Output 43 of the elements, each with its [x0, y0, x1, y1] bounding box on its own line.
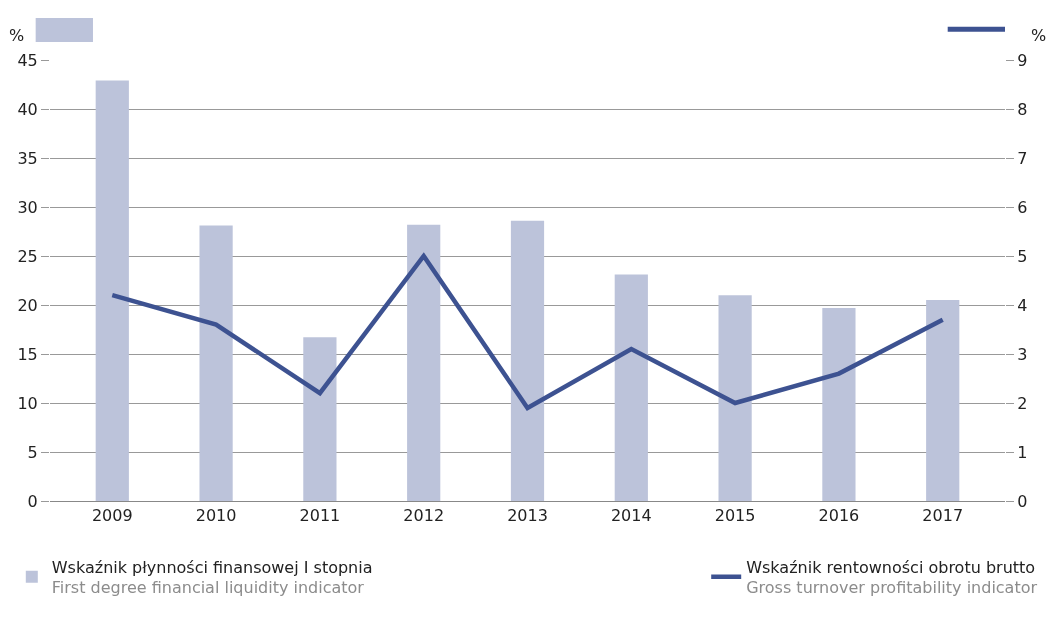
y2-tick-label: 5: [1017, 246, 1028, 266]
x-tick-label: 2017: [922, 506, 964, 526]
y-tick-label: 30: [17, 197, 38, 217]
x-tick-label: 2012: [403, 506, 445, 526]
y2-tick-label: 1: [1017, 442, 1028, 462]
y2-tick-label: 3: [1017, 344, 1028, 364]
x-tick-label: 2011: [299, 506, 341, 526]
y-tick-label: 0: [27, 491, 38, 511]
y2-tick-label: 9: [1017, 50, 1028, 70]
y-tick-label: 25: [17, 246, 38, 266]
x-tick-label: 2015: [714, 506, 756, 526]
y2-tick-label: 8: [1017, 99, 1028, 119]
legend-label: Wskaźnik płynności finansowej I stopnia First degree financial liquidity indicator: [51, 557, 373, 598]
y-tick-label: 35: [17, 148, 38, 168]
y-tick-label: 5: [27, 442, 38, 462]
y2-tick-label: 0: [1017, 491, 1028, 511]
y-tick-label: 20: [17, 295, 38, 315]
bar: [303, 337, 337, 501]
y-tick-label: 15: [17, 344, 38, 364]
y-tick-label: 10: [17, 393, 38, 413]
y2-tick-label: 6: [1017, 197, 1028, 217]
y2-axis-title: %: [1031, 26, 1047, 45]
bar: [614, 274, 648, 501]
y2-tick-label: 4: [1017, 295, 1028, 315]
bar: [822, 307, 856, 501]
x-tick-label: 2014: [610, 506, 652, 526]
bar: [407, 224, 441, 501]
bar: [926, 300, 960, 501]
x-tick-label: 2013: [507, 506, 548, 526]
x-tick-label: 2016: [818, 506, 860, 526]
bar: [718, 295, 752, 501]
bar: [199, 225, 233, 501]
y2-tick-label: 7: [1017, 148, 1028, 168]
x-tick-label: 2010: [195, 506, 237, 526]
x-tick-label: 2009: [91, 506, 133, 526]
bar: [510, 220, 545, 501]
legend-label: Wskaźnik rentowności obrotu brutto Gross turnover profitability indicator: [746, 557, 1038, 598]
y2-tick-label: 2: [1017, 393, 1028, 413]
y-tick-label: 40: [17, 99, 38, 119]
bar: [95, 80, 129, 501]
y-tick-label: 45: [17, 50, 38, 70]
line-series: [110, 253, 945, 411]
y-axis-title: %: [9, 26, 25, 45]
